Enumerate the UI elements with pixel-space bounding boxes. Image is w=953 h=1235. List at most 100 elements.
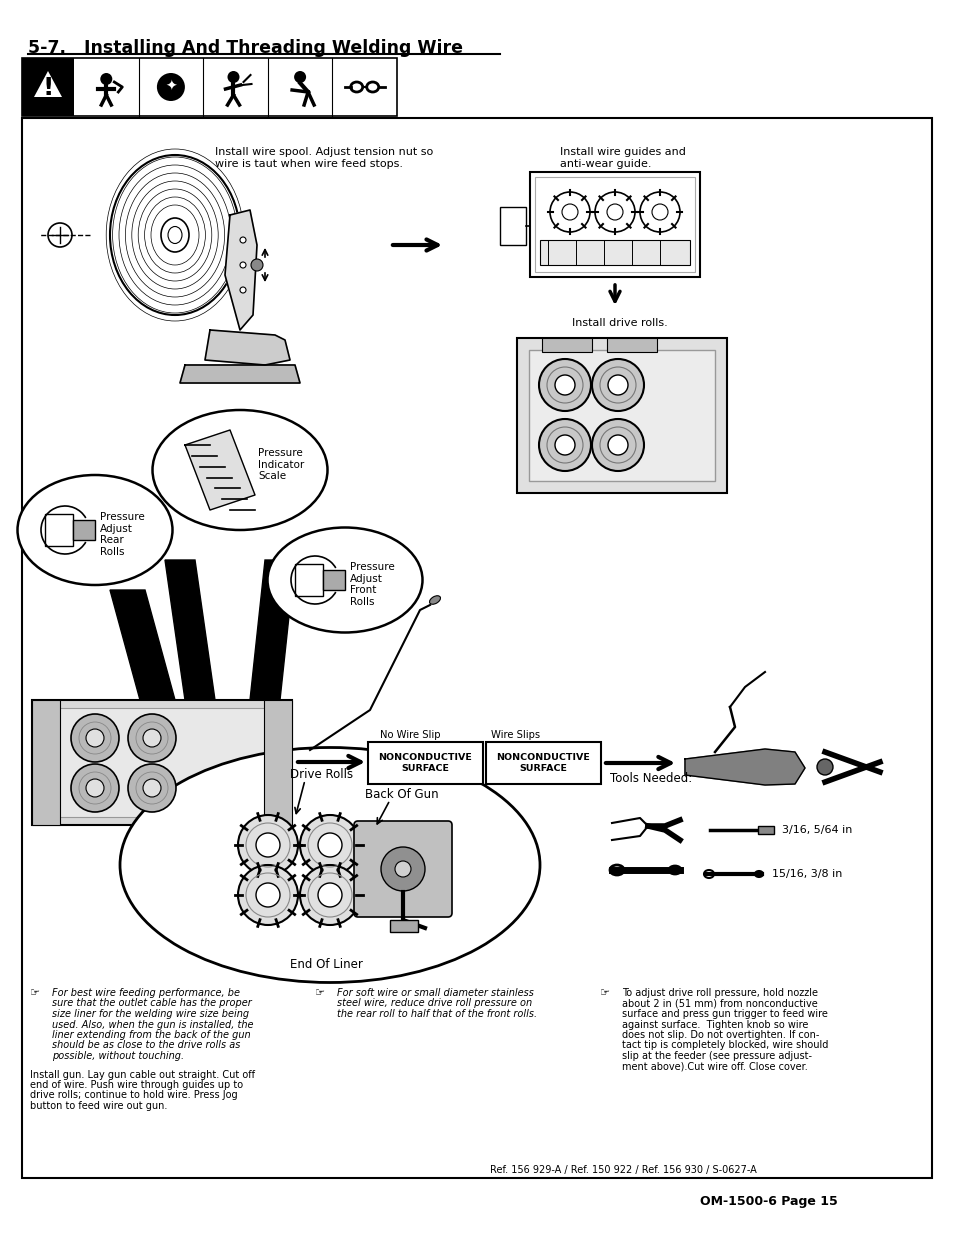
Circle shape [592, 359, 643, 411]
Circle shape [255, 883, 280, 906]
Text: ☞: ☞ [599, 988, 609, 998]
Text: does not slip. Do not overtighten. If con-: does not slip. Do not overtighten. If co… [621, 1030, 819, 1040]
Text: the rear roll to half that of the front rolls.: the rear roll to half that of the front … [336, 1009, 537, 1019]
Text: NONCONDUCTIVE
SURFACE: NONCONDUCTIVE SURFACE [377, 753, 472, 773]
Circle shape [71, 714, 119, 762]
Circle shape [156, 73, 185, 101]
Text: drive rolls; continue to hold wire. Press Jog: drive rolls; continue to hold wire. Pres… [30, 1091, 237, 1100]
Circle shape [240, 262, 246, 268]
FancyBboxPatch shape [354, 821, 452, 918]
Circle shape [294, 70, 306, 83]
Bar [529, 350, 714, 480]
Circle shape [395, 861, 411, 877]
Circle shape [555, 375, 575, 395]
Bar [517, 338, 726, 493]
Circle shape [100, 73, 112, 85]
Text: Install gun. Lay gun cable out straight. Cut off: Install gun. Lay gun cable out straight.… [30, 1070, 254, 1079]
Ellipse shape [161, 219, 189, 252]
Bar [323, 571, 345, 590]
Bar [485, 742, 600, 784]
Ellipse shape [152, 410, 327, 530]
Circle shape [86, 779, 104, 797]
Polygon shape [110, 590, 174, 700]
Bar [541, 338, 592, 352]
Text: Back Of Gun: Back Of Gun [365, 788, 438, 802]
Circle shape [555, 435, 575, 454]
Text: ment above).Cut wire off. Close cover.: ment above).Cut wire off. Close cover. [621, 1062, 807, 1072]
Text: size liner for the welding wire size being: size liner for the welding wire size bei… [52, 1009, 249, 1019]
Text: button to feed wire out gun.: button to feed wire out gun. [30, 1100, 167, 1112]
Text: Install wire spool. Adjust tension nut so
wire is taut when wire feed stops.: Install wire spool. Adjust tension nut s… [214, 147, 433, 169]
Text: Install wire guides and
anti-wear guide.: Install wire guides and anti-wear guide. [559, 147, 685, 169]
Bar [22, 119, 931, 1178]
Bar [390, 920, 417, 932]
Bar [40, 708, 284, 818]
Polygon shape [250, 559, 294, 700]
Text: 3/16, 5/64 in: 3/16, 5/64 in [781, 825, 851, 835]
Ellipse shape [429, 595, 440, 604]
Text: used. Also, when the gun is installed, the: used. Also, when the gun is installed, t… [52, 1020, 253, 1030]
Text: For soft wire or small diameter stainless: For soft wire or small diameter stainles… [336, 988, 534, 998]
Text: End Of Liner: End Of Liner [290, 958, 362, 971]
Text: 5-7.   Installing And Threading Welding Wire: 5-7. Installing And Threading Welding Wi… [28, 40, 462, 57]
Text: end of wire. Push wire through guides up to: end of wire. Push wire through guides up… [30, 1079, 243, 1091]
Bar [73, 520, 95, 540]
Circle shape [237, 815, 297, 876]
Ellipse shape [267, 527, 422, 632]
Circle shape [251, 259, 263, 270]
Circle shape [592, 419, 643, 471]
Circle shape [143, 779, 161, 797]
Circle shape [317, 883, 341, 906]
Circle shape [86, 729, 104, 747]
Text: tact tip is completely blocked, wire should: tact tip is completely blocked, wire sho… [621, 1041, 827, 1051]
Text: For best wire feeding performance, be: For best wire feeding performance, be [52, 988, 240, 998]
Text: about 2 in (51 mm) from nonconductive: about 2 in (51 mm) from nonconductive [621, 999, 817, 1009]
Text: Ref. 156 929-A / Ref. 150 922 / Ref. 156 930 / S-0627-A: Ref. 156 929-A / Ref. 150 922 / Ref. 156… [490, 1165, 756, 1174]
Bar [539, 240, 689, 266]
Text: To adjust drive roll pressure, hold nozzle: To adjust drive roll pressure, hold nozz… [621, 988, 817, 998]
Polygon shape [165, 559, 214, 700]
Text: !: ! [42, 77, 53, 100]
Bar [32, 700, 60, 825]
Circle shape [380, 847, 424, 890]
Ellipse shape [17, 475, 172, 585]
Polygon shape [34, 70, 62, 98]
Text: ✦: ✦ [165, 80, 176, 94]
Circle shape [538, 359, 590, 411]
Text: steel wire, reduce drive roll pressure on: steel wire, reduce drive roll pressure o… [336, 999, 532, 1009]
Circle shape [255, 832, 280, 857]
Circle shape [128, 714, 175, 762]
Text: liner extending from the back of the gun: liner extending from the back of the gun [52, 1030, 251, 1040]
Circle shape [143, 729, 161, 747]
Text: No Wire Slip: No Wire Slip [379, 730, 440, 740]
Circle shape [237, 864, 297, 925]
Bar [45, 514, 73, 546]
Text: Pressure
Indicator
Scale: Pressure Indicator Scale [257, 448, 304, 482]
Bar [294, 564, 323, 597]
Circle shape [240, 287, 246, 293]
Bar [606, 338, 657, 352]
Bar [499, 207, 525, 245]
Circle shape [816, 760, 832, 776]
Text: sure that the outlet cable has the proper: sure that the outlet cable has the prope… [52, 999, 252, 1009]
Text: Drive Rolls: Drive Rolls [290, 768, 353, 781]
Circle shape [227, 70, 239, 83]
Bar [264, 700, 292, 825]
Circle shape [128, 764, 175, 811]
Bar [22, 58, 74, 116]
Bar [22, 58, 396, 116]
Circle shape [71, 764, 119, 811]
Text: Pressure
Adjust
Rear
Rolls: Pressure Adjust Rear Rolls [100, 513, 145, 557]
Circle shape [317, 832, 341, 857]
Circle shape [240, 237, 246, 243]
Bar [758, 826, 773, 834]
Circle shape [299, 815, 359, 876]
Text: Install drive rolls.: Install drive rolls. [572, 317, 667, 329]
Bar [530, 172, 700, 277]
Bar [32, 700, 292, 825]
Polygon shape [225, 210, 256, 330]
Text: Wire Slips: Wire Slips [491, 730, 539, 740]
Text: surface and press gun trigger to feed wire: surface and press gun trigger to feed wi… [621, 1009, 827, 1019]
Circle shape [607, 435, 627, 454]
Text: possible, without touching.: possible, without touching. [52, 1051, 184, 1061]
